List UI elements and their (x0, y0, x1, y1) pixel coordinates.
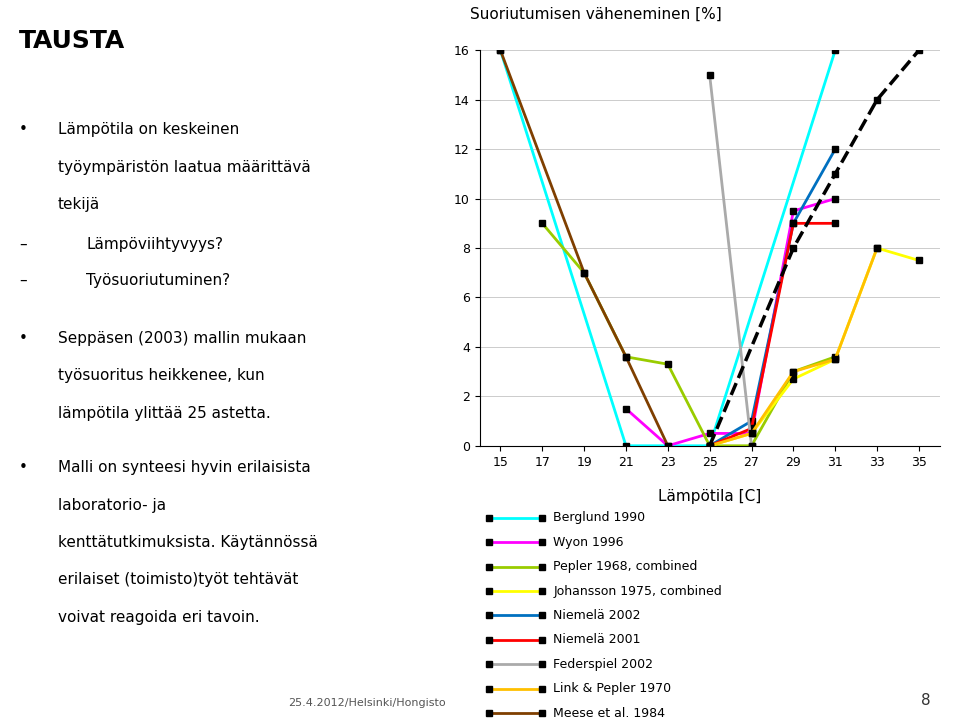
Text: 8: 8 (921, 693, 930, 708)
Text: Meese et al. 1984: Meese et al. 1984 (553, 707, 666, 719)
Text: Niemelä 2001: Niemelä 2001 (553, 633, 641, 646)
Text: Lämpötila on keskeinen: Lämpötila on keskeinen (58, 122, 239, 137)
Text: Pepler 1968, combined: Pepler 1968, combined (553, 560, 698, 573)
Text: voivat reagoida eri tavoin.: voivat reagoida eri tavoin. (58, 610, 259, 625)
Text: lämpötila ylittää 25 astetta.: lämpötila ylittää 25 astetta. (58, 406, 270, 421)
Text: •: • (19, 460, 28, 475)
Text: –: – (19, 273, 27, 288)
Text: TAUSTA: TAUSTA (19, 29, 126, 52)
Text: Suoriutumisen väheneminen [%]: Suoriutumisen väheneminen [%] (470, 6, 722, 22)
Text: •: • (19, 331, 28, 346)
Text: työympäristön laatua määrittävä: työympäristön laatua määrittävä (58, 160, 311, 175)
Text: Johansson 1975, combined: Johansson 1975, combined (553, 585, 722, 597)
Text: Federspiel 2002: Federspiel 2002 (553, 658, 653, 671)
Text: •: • (19, 122, 28, 137)
Text: erilaiset (toimisto)työt tehtävät: erilaiset (toimisto)työt tehtävät (58, 572, 298, 587)
Text: Työsuoriutuminen?: Työsuoriutuminen? (86, 273, 230, 288)
Text: kenttätutkimuksista. Käytännössä: kenttätutkimuksista. Käytännössä (58, 535, 317, 550)
Text: laboratorio- ja: laboratorio- ja (58, 498, 166, 513)
Text: Link & Pepler 1970: Link & Pepler 1970 (553, 682, 671, 695)
Text: Niemelä 2002: Niemelä 2002 (553, 609, 641, 622)
Text: Seppäsen (2003) mallin mukaan: Seppäsen (2003) mallin mukaan (58, 331, 306, 346)
Text: –: – (19, 237, 27, 252)
Text: Wyon 1996: Wyon 1996 (553, 536, 624, 549)
Text: Lämpötila [C]: Lämpötila [C] (658, 489, 761, 504)
Text: työsuoritus heikkenee, kun: työsuoritus heikkenee, kun (58, 368, 264, 383)
Text: Berglund 1990: Berglund 1990 (553, 511, 645, 524)
Text: 25.4.2012/Helsinki/Hongisto: 25.4.2012/Helsinki/Hongisto (288, 698, 445, 708)
Text: Malli on synteesi hyvin erilaisista: Malli on synteesi hyvin erilaisista (58, 460, 311, 475)
Text: Lämpöviihtyvyys?: Lämpöviihtyvyys? (86, 237, 223, 252)
Text: tekijä: tekijä (58, 197, 100, 212)
